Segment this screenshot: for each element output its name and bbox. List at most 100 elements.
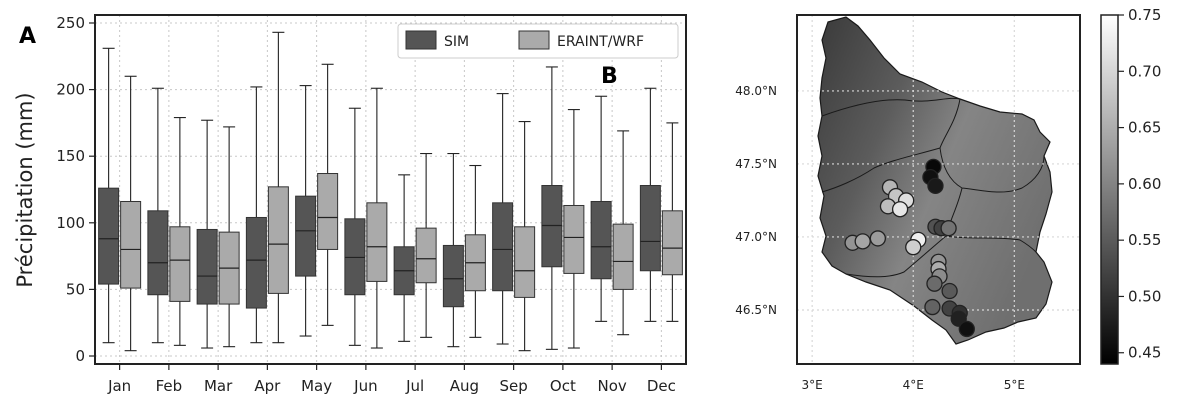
box-iqr: [639, 185, 661, 272]
box-eraint-may: [317, 63, 339, 326]
box-iqr: [267, 186, 289, 294]
box-iqr: [541, 185, 563, 268]
legend: SIM ERAINT/WRF: [397, 23, 679, 59]
department-boundaries: [821, 97, 1045, 278]
x-tick-label-dec: Dec: [647, 377, 676, 395]
x-tick-label-aug: Aug: [450, 377, 479, 395]
map-y-tick-label: 48.0°N: [735, 84, 777, 98]
map-frame: [796, 14, 1081, 365]
station-point: [958, 320, 975, 338]
station-point: [924, 298, 941, 316]
box-iqr: [147, 210, 169, 296]
station-point: [927, 177, 944, 194]
box-eraint-jun: [366, 87, 388, 349]
colorbar-tick-label: 0.45: [1128, 344, 1161, 362]
box-iqr: [514, 226, 536, 298]
box-sim-oct: [541, 66, 563, 350]
box-iqr: [590, 200, 612, 280]
boxplot-frame: [94, 14, 687, 365]
box-sim-jan: [98, 47, 120, 344]
x-tick-label-oct: Oct: [550, 377, 576, 395]
box-iqr: [415, 227, 437, 284]
box-eraint-mar: [218, 126, 240, 348]
box-eraint-dec: [661, 122, 683, 322]
box-sim-mar: [196, 119, 218, 349]
y-tick-label: 150: [56, 147, 85, 165]
box-iqr: [366, 202, 388, 282]
legend-swatch-eraint: [518, 30, 550, 50]
y-tick-label: 0: [75, 347, 85, 365]
map-y-tick-label: 46.5°N: [735, 303, 777, 317]
x-tick-label-may: May: [301, 377, 332, 395]
box-iqr: [492, 202, 514, 292]
y-tick-label: 200: [56, 81, 85, 99]
x-tick-label-mar: Mar: [204, 377, 233, 395]
box-eraint-nov: [612, 130, 634, 336]
box-iqr: [98, 187, 120, 285]
box-eraint-aug: [464, 164, 486, 338]
box-iqr: [245, 216, 267, 309]
panel-label-a: A: [19, 24, 36, 49]
colorbar-tick-label: 0.50: [1128, 287, 1161, 305]
box-iqr: [563, 204, 585, 274]
colorbar-tick-label: 0.55: [1128, 231, 1161, 249]
x-tick-label-jun: Jun: [353, 377, 377, 395]
x-tick-label-nov: Nov: [597, 377, 626, 395]
station-point: [854, 233, 871, 250]
x-tick-label-feb: Feb: [156, 377, 183, 395]
panel-label-b: B: [601, 64, 618, 89]
box-iqr: [169, 226, 191, 302]
station-point: [869, 230, 887, 247]
y-tick-label: 250: [56, 14, 85, 32]
colorbar-ticks: 0.45 0.50 0.55 0.60 0.65 0.70 0.75: [1118, 6, 1161, 362]
y-tick-label: 100: [56, 214, 85, 232]
box-eraint-sep: [514, 121, 536, 352]
colorbar: [1100, 14, 1119, 365]
box-sim-nov: [590, 95, 612, 322]
box-sim-apr: [245, 86, 267, 344]
map-x-tick-label: 4°E: [903, 378, 924, 392]
station-point: [926, 275, 943, 292]
box-sim-feb: [147, 87, 169, 344]
station-point: [905, 239, 922, 256]
colorbar-tick-label: 0.60: [1128, 175, 1161, 193]
map-y-tick-label: 47.0°N: [735, 230, 777, 244]
box-eraint-apr: [267, 31, 289, 344]
legend-label-eraint: ERAINT/WRF: [557, 34, 644, 50]
x-tick-label-sep: Sep: [499, 377, 527, 395]
box-iqr: [317, 173, 339, 250]
legend-swatch-sim: [405, 30, 437, 50]
box-iqr: [196, 228, 218, 305]
x-tick-label-jan: Jan: [107, 377, 131, 395]
y-tick-label: 50: [66, 280, 85, 298]
box-eraint-jan: [120, 75, 142, 352]
map-x-tick-label: 5°E: [1004, 378, 1025, 392]
box-eraint-feb: [169, 117, 191, 346]
map-x-tick-label: 3°E: [802, 378, 823, 392]
map-y-tick-label: 47.5°N: [735, 157, 777, 171]
box-iqr: [612, 223, 634, 290]
box-sim-aug: [442, 152, 464, 348]
station-point: [891, 201, 909, 218]
box-iqr: [661, 210, 683, 276]
box-eraint-jul: [415, 152, 437, 338]
box-iqr: [120, 200, 142, 289]
boxplot-marks: [98, 31, 683, 352]
box-sim-sep: [492, 93, 514, 345]
legend-label-sim: SIM: [444, 34, 469, 50]
map-points: [844, 158, 975, 338]
box-iqr: [295, 195, 317, 277]
map-x-ticks: 3°E 4°E 5°E: [802, 378, 1025, 392]
colorbar-tick-label: 0.65: [1128, 119, 1161, 137]
box-sim-jun: [344, 107, 366, 346]
colorbar-tick-label: 0.70: [1128, 62, 1161, 80]
box-sim-may: [295, 85, 317, 337]
boxplot-x-ticks: Jan Feb Mar Apr May Jun Jul Aug Sep Oct Nov Dec: [107, 364, 676, 395]
x-tick-label-apr: Apr: [254, 377, 281, 395]
boxplot-y-label: Précipitation (mm): [13, 92, 37, 287]
box-sim-dec: [639, 87, 661, 322]
map-area: [797, 15, 1080, 364]
x-tick-label-jul: Jul: [405, 377, 424, 395]
box-eraint-oct: [563, 109, 585, 349]
